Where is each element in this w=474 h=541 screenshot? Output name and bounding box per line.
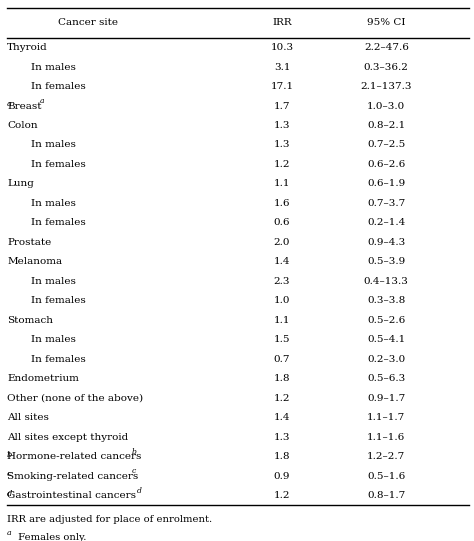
Text: 0.5–4.1: 0.5–4.1: [367, 335, 405, 344]
Text: All sites: All sites: [7, 413, 49, 422]
Text: 2.1–137.3: 2.1–137.3: [361, 82, 412, 91]
Text: a: a: [7, 100, 12, 108]
Text: 0.4–13.3: 0.4–13.3: [364, 277, 409, 286]
Text: 2.2–47.6: 2.2–47.6: [364, 43, 409, 52]
Text: In males: In males: [31, 141, 76, 149]
Text: c: c: [7, 470, 12, 478]
Text: 0.5–2.6: 0.5–2.6: [367, 316, 405, 325]
Text: In females: In females: [31, 355, 86, 364]
Text: In females: In females: [31, 82, 86, 91]
Text: d: d: [7, 490, 12, 498]
Text: Other (none of the above): Other (none of the above): [7, 394, 143, 403]
Text: 1.2: 1.2: [274, 160, 290, 169]
Text: 0.8–1.7: 0.8–1.7: [367, 491, 405, 500]
Text: Colon: Colon: [7, 121, 38, 130]
Text: 1.0–3.0: 1.0–3.0: [367, 102, 405, 110]
Text: Stomach: Stomach: [7, 316, 53, 325]
Text: Hormone-related cancers: Hormone-related cancers: [7, 452, 141, 461]
Text: Prostate: Prostate: [7, 238, 51, 247]
Text: 0.3–36.2: 0.3–36.2: [364, 63, 409, 71]
Text: 1.3: 1.3: [274, 433, 290, 441]
Text: 1.6: 1.6: [274, 199, 290, 208]
Text: 17.1: 17.1: [271, 82, 293, 91]
Text: 1.1: 1.1: [274, 180, 290, 188]
Text: 0.9–4.3: 0.9–4.3: [367, 238, 405, 247]
Text: 0.2–1.4: 0.2–1.4: [367, 219, 405, 227]
Text: 0.7–2.5: 0.7–2.5: [367, 141, 405, 149]
Text: 1.4: 1.4: [274, 258, 290, 266]
Text: 0.5–3.9: 0.5–3.9: [367, 258, 405, 266]
Text: 0.6–2.6: 0.6–2.6: [367, 160, 405, 169]
Text: b: b: [7, 451, 12, 459]
Text: 1.2: 1.2: [274, 394, 290, 403]
Text: In males: In males: [31, 277, 76, 286]
Text: IRR are adjusted for place of enrolment.: IRR are adjusted for place of enrolment.: [7, 515, 212, 524]
Text: Endometrium: Endometrium: [7, 374, 79, 383]
Text: In females: In females: [31, 296, 86, 305]
Text: 0.8–2.1: 0.8–2.1: [367, 121, 405, 130]
Text: 0.6: 0.6: [274, 219, 290, 227]
Text: In females: In females: [31, 160, 86, 169]
Text: 0.3–3.8: 0.3–3.8: [367, 296, 405, 305]
Text: 1.7: 1.7: [274, 102, 290, 110]
Text: Thyroid: Thyroid: [7, 43, 48, 52]
Text: Gastrointestinal cancers: Gastrointestinal cancers: [7, 491, 136, 500]
Text: b: b: [132, 448, 137, 456]
Text: All sites except thyroid: All sites except thyroid: [7, 433, 128, 441]
Text: Lung: Lung: [7, 180, 34, 188]
Text: 1.2: 1.2: [274, 491, 290, 500]
Text: 0.5–1.6: 0.5–1.6: [367, 472, 405, 480]
Text: 1.8: 1.8: [274, 374, 290, 383]
Text: Smoking-related cancers: Smoking-related cancers: [7, 472, 138, 480]
Text: 3.1: 3.1: [274, 63, 290, 71]
Text: c: c: [132, 467, 136, 475]
Text: 95% CI: 95% CI: [367, 18, 406, 28]
Text: 10.3: 10.3: [271, 43, 293, 52]
Text: In males: In males: [31, 335, 76, 344]
Text: a: a: [7, 529, 12, 537]
Text: d: d: [137, 487, 142, 494]
Text: 0.7–3.7: 0.7–3.7: [367, 199, 405, 208]
Text: In females: In females: [31, 219, 86, 227]
Text: In males: In males: [31, 63, 76, 71]
Text: 1.8: 1.8: [274, 452, 290, 461]
Text: Melanoma: Melanoma: [7, 258, 62, 266]
Text: 2.3: 2.3: [274, 277, 290, 286]
Text: 1.1–1.6: 1.1–1.6: [367, 433, 405, 441]
Text: Cancer site: Cancer site: [58, 18, 118, 28]
Text: 1.3: 1.3: [274, 121, 290, 130]
Text: 1.3: 1.3: [274, 141, 290, 149]
Text: 1.2–2.7: 1.2–2.7: [367, 452, 405, 461]
Text: 0.9–1.7: 0.9–1.7: [367, 394, 405, 403]
Text: IRR: IRR: [272, 18, 292, 28]
Text: 1.1: 1.1: [274, 316, 290, 325]
Text: 2.0: 2.0: [274, 238, 290, 247]
Text: Breast: Breast: [7, 102, 42, 110]
Text: 1.0: 1.0: [274, 296, 290, 305]
Text: 0.9: 0.9: [274, 472, 290, 480]
Text: 0.5–6.3: 0.5–6.3: [367, 374, 405, 383]
Text: 0.6–1.9: 0.6–1.9: [367, 180, 405, 188]
Text: a: a: [40, 97, 44, 105]
Text: 1.1–1.7: 1.1–1.7: [367, 413, 405, 422]
Text: 1.4: 1.4: [274, 413, 290, 422]
Text: In males: In males: [31, 199, 76, 208]
Text: 0.7: 0.7: [274, 355, 290, 364]
Text: 1.5: 1.5: [274, 335, 290, 344]
Text: Females only.: Females only.: [15, 533, 86, 541]
Text: 0.2–3.0: 0.2–3.0: [367, 355, 405, 364]
